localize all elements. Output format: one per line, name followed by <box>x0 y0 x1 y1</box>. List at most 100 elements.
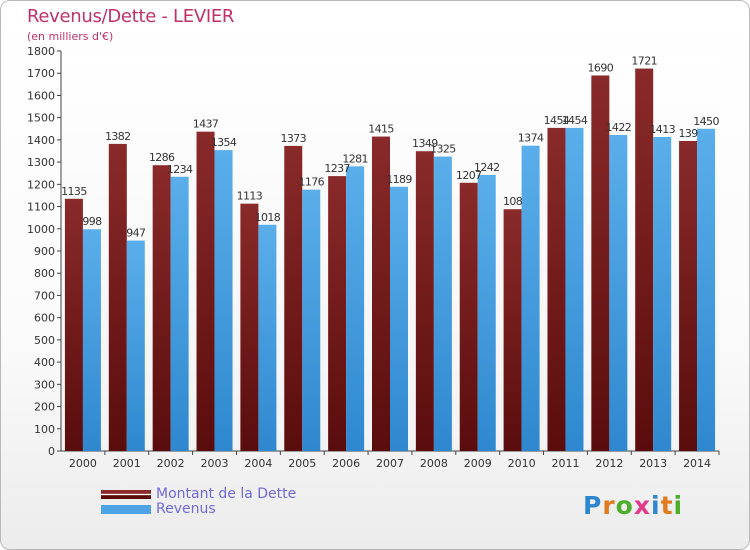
bar-revenus <box>565 127 584 451</box>
y-tick-label: 1000 <box>27 223 55 236</box>
legend-swatch-revenus <box>101 505 151 514</box>
data-label-revenus: 1018 <box>255 211 281 224</box>
bar-dette <box>415 151 434 451</box>
legend-label-dette: Montant de la Dette <box>156 486 297 502</box>
data-label-dette: 1207 <box>456 169 482 182</box>
data-label-dette: 139 <box>678 127 698 140</box>
bar-revenus <box>258 224 277 451</box>
bar-revenus <box>82 229 101 451</box>
bar-dette <box>635 68 654 452</box>
x-tick-label: 2002 <box>157 457 185 470</box>
data-label-revenus: 1450 <box>693 115 719 128</box>
bar-dette <box>591 75 610 451</box>
proxiti-logo: Proxiti <box>583 491 684 520</box>
x-tick-label: 2005 <box>288 457 316 470</box>
y-tick-label: 700 <box>34 289 55 302</box>
y-tick-label: 800 <box>34 267 55 280</box>
data-label-revenus: 1454 <box>562 114 588 127</box>
bar-revenus <box>609 135 628 451</box>
x-tick-label: 2006 <box>332 457 360 470</box>
legend-swatch-dette <box>101 490 151 499</box>
data-label-revenus: 998 <box>82 215 102 228</box>
bar-revenus <box>170 176 189 451</box>
x-tick-label: 2012 <box>595 457 623 470</box>
x-axis: 2000 2001 2002 2003 2004 2005 2006 2007 2008 2009… <box>61 450 720 470</box>
x-tick-label: 2013 <box>639 457 667 470</box>
data-label-dette: 1382 <box>105 130 131 143</box>
bar-dette <box>240 203 259 451</box>
bar-dette <box>328 176 347 451</box>
y-tick-label: 400 <box>34 356 55 369</box>
bar-dette <box>547 127 566 451</box>
bar-revenus <box>697 128 716 451</box>
data-label-revenus: 1242 <box>474 161 500 174</box>
y-tick-label: 500 <box>34 334 55 347</box>
y-tick-label: 1700 <box>27 67 55 80</box>
data-label-revenus: 1413 <box>649 123 675 136</box>
data-label-revenus: 1354 <box>211 136 237 149</box>
y-tick-label: 1500 <box>27 112 55 125</box>
bar-dette <box>64 198 83 451</box>
bar-revenus <box>346 166 365 452</box>
y-tick-label: 1200 <box>27 178 55 191</box>
data-label-revenus: 1374 <box>518 132 544 145</box>
x-tick-label: 2007 <box>376 457 404 470</box>
bar-dette <box>372 136 390 452</box>
data-label-dette: 1690 <box>588 61 614 74</box>
data-label-dette: 1415 <box>368 123 394 136</box>
data-label-dette: 1721 <box>631 55 657 68</box>
y-tick-label: 100 <box>34 423 55 436</box>
y-tick-label: 1800 <box>27 45 55 58</box>
y-tick-label: 1100 <box>27 201 55 214</box>
bar-dette <box>108 143 127 451</box>
x-tick-label: 2004 <box>244 457 272 470</box>
bar-revenus <box>433 156 452 452</box>
bars <box>64 68 716 452</box>
data-label-revenus: 1325 <box>430 143 456 156</box>
y-tick-label: 0 <box>48 445 55 458</box>
y-tick-label: 600 <box>34 312 55 325</box>
bar-revenus <box>302 189 321 451</box>
bar-revenus <box>390 186 408 451</box>
data-label-dette: 1349 <box>412 137 438 150</box>
bar-dette <box>459 182 478 451</box>
y-tick-label: 200 <box>34 401 55 414</box>
y-tick-label: 900 <box>34 245 55 258</box>
bar-revenus <box>126 240 145 451</box>
y-tick-label: 1400 <box>27 134 55 147</box>
data-label-dette: 1237 <box>324 162 350 175</box>
data-label-revenus: 1281 <box>342 152 368 165</box>
bar-dette <box>152 165 171 451</box>
bar-dette <box>679 141 698 451</box>
x-tick-label: 2003 <box>201 457 229 470</box>
data-label-revenus: 947 <box>126 227 146 240</box>
chart-subtitle: (en milliers d'€) <box>27 30 114 43</box>
bar-revenus <box>653 137 672 451</box>
data-label-revenus: 1176 <box>298 176 324 189</box>
legend-label-revenus: Revenus <box>156 501 216 517</box>
data-label-dette: 108 <box>503 195 523 208</box>
data-label-dette: 1113 <box>237 190 263 203</box>
data-label-revenus: 1189 <box>386 173 412 186</box>
bar-revenus <box>214 150 233 451</box>
x-tick-label: 2008 <box>420 457 448 470</box>
data-label-dette: 1286 <box>149 151 175 164</box>
data-label-dette: 1454 <box>544 114 570 127</box>
chart-title: Revenus/Dette - LEVIER <box>27 6 235 27</box>
x-tick-label: 2000 <box>69 457 97 470</box>
data-label-revenus: 1234 <box>167 163 193 176</box>
x-tick-label: 2011 <box>551 457 579 470</box>
x-tick-label: 2014 <box>683 457 711 470</box>
data-label-dette: 1135 <box>61 185 87 198</box>
bar-dette <box>284 145 303 451</box>
x-tick-label: 2001 <box>113 457 141 470</box>
bar-dette <box>196 131 215 451</box>
bar-dette <box>503 209 522 451</box>
y-tick-label: 1300 <box>27 156 55 169</box>
x-tick-label: 2010 <box>508 457 536 470</box>
y-tick-label: 300 <box>34 378 55 391</box>
y-axis: 0 100 200 300 400 500 600 700 800 900 1000 1100 1200… <box>27 45 62 458</box>
x-tick-label: 2009 <box>464 457 492 470</box>
